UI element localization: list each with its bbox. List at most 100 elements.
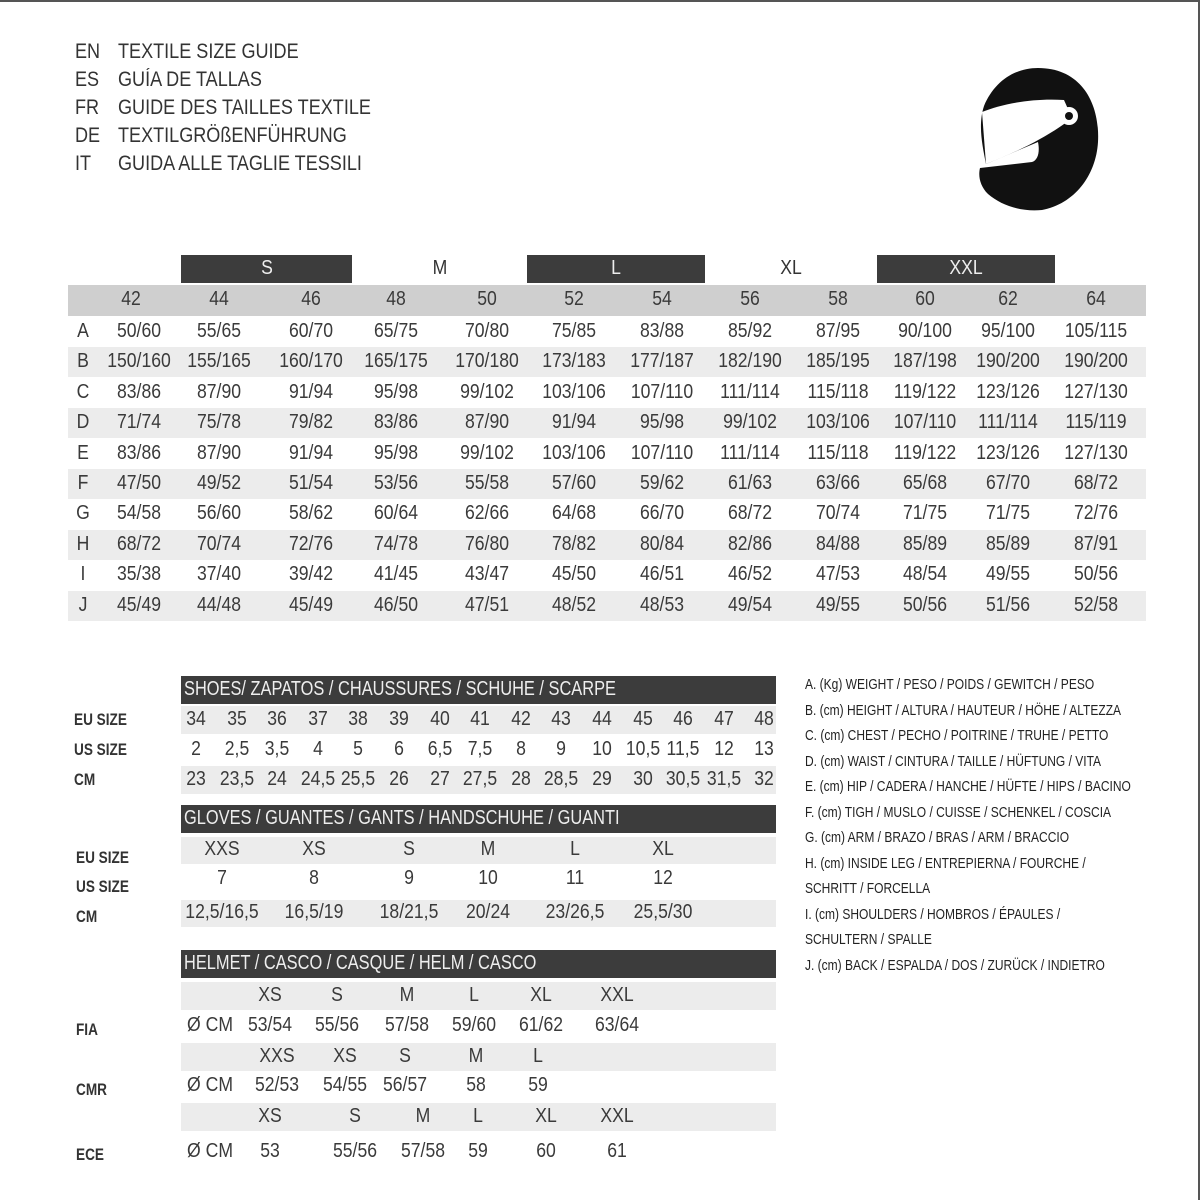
standard-label: ECE <box>76 1145 104 1164</box>
table-cell: 11,5 <box>666 738 700 760</box>
table-cell: 30 <box>632 768 653 790</box>
table-cell: 16,5/19 <box>284 901 344 923</box>
table-cell: 111/114 <box>720 380 780 403</box>
row-label: CM <box>76 907 98 926</box>
table-cell: 87/90 <box>196 441 242 464</box>
table-cell: 28 <box>511 768 531 790</box>
helmet-value: 59 <box>468 1140 488 1162</box>
table-cell: 84/88 <box>815 532 861 555</box>
size-number: 50 <box>477 288 497 310</box>
table-cell: 50/56 <box>1073 563 1119 586</box>
table-cell: 34 <box>186 708 206 730</box>
helmet-size: L <box>469 984 479 1006</box>
table-cell: 85/89 <box>985 532 1031 555</box>
helmet-value: 57/58 <box>384 1014 430 1036</box>
table-cell: 55/58 <box>464 472 510 494</box>
row-letter: I <box>80 563 86 586</box>
table-cell: 70/80 <box>464 320 510 342</box>
title-text: TEXTILE SIZE GUIDE <box>118 40 299 63</box>
table-cell: 123/126 <box>976 380 1040 403</box>
table-cell: 127/130 <box>1064 441 1128 464</box>
table-cell: 49/55 <box>985 563 1031 586</box>
table-cell: 165/175 <box>364 350 428 373</box>
row-label: US SIZE <box>74 740 127 759</box>
legend-item: SCHRITT / FORCELLA <box>805 880 931 897</box>
table-cell: 23/26,5 <box>545 901 605 923</box>
table-cell: 25,5/30 <box>633 901 693 923</box>
size-number: 60 <box>915 288 935 310</box>
size-header-l <box>527 255 705 283</box>
row-label: US SIZE <box>76 877 129 896</box>
table-cell: 9 <box>404 867 414 889</box>
table-cell: 78/82 <box>551 532 597 555</box>
title-line: EN TEXTILE SIZE GUIDE <box>75 40 299 64</box>
table-cell: 55/65 <box>196 320 242 342</box>
size-number: 54 <box>652 288 672 310</box>
size-label: L <box>611 257 621 279</box>
size-header-s <box>181 255 352 283</box>
table-row-band <box>181 982 776 1010</box>
table-cell: 72/76 <box>288 532 334 555</box>
table-cell: 7,5 <box>467 738 493 760</box>
table-cell: 3,5 <box>264 738 290 760</box>
table-cell: 30,5 <box>666 768 701 790</box>
table-cell: 52/58 <box>1073 593 1119 616</box>
language-code: IT <box>75 152 92 175</box>
language-code: ES <box>75 68 100 91</box>
table-cell: 11 <box>565 867 585 889</box>
table-cell: 119/122 <box>893 441 957 464</box>
title-line: DE TEXTILGRÖßENFÜHRUNG <box>75 124 347 148</box>
table-cell: 50/56 <box>902 593 948 616</box>
table-cell: 75/85 <box>551 320 597 342</box>
size-number: 62 <box>998 288 1018 310</box>
table-cell: 24,5 <box>300 768 335 790</box>
table-cell: 70/74 <box>815 502 861 525</box>
row-letter: G <box>76 502 90 525</box>
row-letter: F <box>77 472 89 494</box>
table-cell: 35 <box>226 708 247 730</box>
table-cell: 48 <box>754 708 775 730</box>
helmet-size: XS <box>258 1105 282 1127</box>
table-cell: 111/114 <box>978 411 1038 434</box>
table-cell: 75/78 <box>196 411 242 434</box>
table-cell: 71/75 <box>902 502 948 525</box>
shoes-title: SHOES/ ZAPATOS / CHAUSSURES / SCHUHE / S… <box>184 678 616 700</box>
table-cell: 64/68 <box>551 502 597 525</box>
table-cell: 80/84 <box>639 532 685 555</box>
table-cell: 173/183 <box>542 350 606 373</box>
helmet-size: XXL <box>600 984 634 1006</box>
table-cell: XXS <box>204 838 240 860</box>
helmet-value: 59/60 <box>451 1014 497 1036</box>
helmet-size: S <box>331 984 343 1006</box>
table-cell: 46/51 <box>639 563 685 586</box>
size-number-row <box>68 285 1146 316</box>
table-row-band <box>181 766 776 794</box>
size-number: 52 <box>564 288 584 310</box>
legend-item: F. (cm) TIGH / MUSLO / CUISSE / SCHENKEL… <box>805 803 1112 821</box>
helmet-value: 55/56 <box>314 1014 360 1036</box>
table-cell: 76/80 <box>464 532 510 555</box>
table-cell: 45/50 <box>551 563 597 586</box>
table-cell: 63/66 <box>815 472 861 494</box>
table-cell: 127/130 <box>1064 380 1128 403</box>
legend-item: SCHULTERN / SPALLE <box>805 931 932 948</box>
table-row-band <box>68 590 1146 621</box>
table-cell: 8 <box>309 867 319 889</box>
table-cell: 85/92 <box>727 320 773 342</box>
table-cell: 40 <box>429 708 450 730</box>
title-line: IT GUIDA ALLE TAGLIE TESSILI <box>75 152 362 176</box>
table-cell: 12 <box>653 867 673 889</box>
table-cell: 115/118 <box>807 441 869 464</box>
table-row-band <box>68 469 1146 499</box>
legend-item: I. (cm) SHOULDERS / HOMBROS / ÉPAULES / <box>805 905 1061 923</box>
table-cell: 39/42 <box>288 563 334 586</box>
table-cell: 2,5 <box>224 738 249 760</box>
table-cell: 42 <box>511 708 531 730</box>
title-line: FR GUIDE DES TAILLES TEXTILE <box>75 96 371 120</box>
table-cell: 187/198 <box>893 350 957 373</box>
table-cell: 105/115 <box>1064 320 1128 342</box>
table-cell: 8 <box>515 738 526 760</box>
table-cell: 90/100 <box>898 320 952 342</box>
title-line: ES GUÍA DE TALLAS <box>75 68 262 92</box>
table-cell: 12,5/16,5 <box>185 901 259 923</box>
